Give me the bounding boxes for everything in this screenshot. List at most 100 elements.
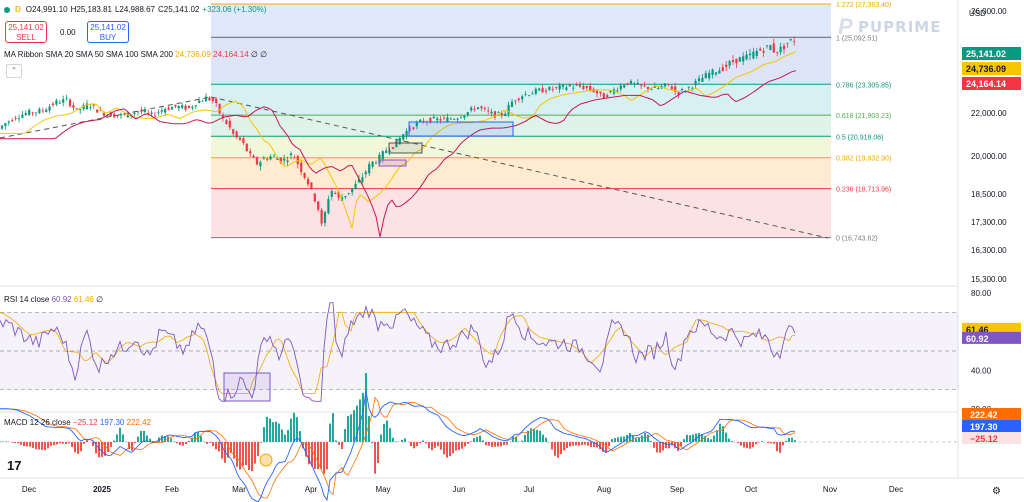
macd-histogram-bar bbox=[0, 441, 1, 442]
ma-ribbon-legend[interactable]: MA Ribbon SMA 20 SMA 50 SMA 100 SMA 200 … bbox=[4, 50, 267, 59]
macd-histogram-bar bbox=[488, 442, 490, 446]
macd-histogram-bar bbox=[524, 434, 526, 442]
rsi-signal-tag bbox=[962, 322, 1021, 335]
candle-body bbox=[38, 109, 41, 114]
macd-histogram-bar bbox=[749, 442, 751, 449]
buy-button[interactable]: 25,141.02 BUY bbox=[87, 21, 129, 43]
macd-histogram-bar bbox=[77, 442, 79, 454]
candle-body bbox=[368, 163, 371, 174]
macd-line-value: 197.30 bbox=[99, 418, 125, 427]
candle-body bbox=[48, 106, 51, 111]
macd-histogram-bar bbox=[221, 442, 223, 459]
candle-body bbox=[181, 105, 184, 108]
collapse-legend-icon[interactable]: ⌃ bbox=[6, 64, 22, 78]
candle-body bbox=[269, 156, 272, 160]
macd-histogram-bar bbox=[464, 442, 466, 447]
rsi-value-tag-text: 60.92 bbox=[966, 334, 989, 344]
currency-label[interactable]: USD bbox=[969, 9, 986, 18]
candle-body bbox=[99, 109, 102, 111]
candle-body bbox=[293, 157, 296, 159]
candle-body bbox=[395, 140, 398, 148]
macd-histogram-bar bbox=[449, 442, 451, 457]
candle-body bbox=[204, 96, 208, 102]
candle-body bbox=[507, 104, 510, 115]
candle-body bbox=[259, 162, 262, 167]
macd-histogram-bar bbox=[179, 442, 181, 445]
price-label-text: 25,141.02 bbox=[966, 49, 1006, 59]
macd-histogram-bar bbox=[530, 428, 532, 442]
candle-body bbox=[262, 158, 265, 160]
macd-histogram-bar bbox=[185, 442, 187, 445]
candle-body bbox=[765, 45, 769, 47]
macd-highlight-circle bbox=[259, 453, 273, 467]
macd-histogram-bar bbox=[701, 434, 703, 442]
candle-body bbox=[0, 125, 4, 129]
macd-histogram-bar bbox=[32, 442, 34, 448]
candle-body bbox=[657, 87, 660, 89]
timeframe-badge[interactable]: D bbox=[15, 5, 21, 14]
macd-histogram-bar bbox=[311, 442, 313, 467]
price-axis-tick: 22,000.00 bbox=[971, 109, 1007, 118]
macd-histogram-bar bbox=[761, 441, 763, 442]
candle-body bbox=[551, 89, 554, 90]
candle-body bbox=[28, 109, 31, 116]
macd-histogram-bar bbox=[725, 432, 727, 442]
macd-histogram-bar bbox=[383, 423, 385, 442]
candle-body bbox=[650, 88, 653, 90]
candle-body bbox=[313, 193, 316, 202]
macd-histogram-bar bbox=[206, 442, 208, 444]
macd-histogram-bar bbox=[146, 435, 148, 442]
macd-histogram-bar bbox=[338, 442, 340, 445]
candle-body bbox=[483, 107, 486, 109]
ma-ribbon-value-3: ∅ bbox=[250, 50, 258, 59]
candle-body bbox=[419, 119, 422, 122]
sell-button[interactable]: 25,141.02 SELL bbox=[5, 21, 47, 43]
macd-histogram-bar bbox=[443, 442, 445, 455]
candle-body bbox=[772, 43, 775, 53]
macd-histogram-bar bbox=[485, 442, 487, 446]
candle-body bbox=[31, 112, 34, 114]
candle-body bbox=[500, 113, 503, 115]
candle-body bbox=[429, 118, 432, 123]
macd-value-tag-text: −25.12 bbox=[970, 434, 998, 444]
macd-histogram-bar bbox=[710, 439, 712, 442]
macd-histogram-bar bbox=[455, 442, 457, 451]
candle-body bbox=[606, 95, 609, 98]
candle-body bbox=[323, 212, 327, 223]
macd-legend[interactable]: MACD 12 26 close −25.12 197.30 222.42 bbox=[4, 418, 151, 427]
macd-histogram-bar bbox=[236, 442, 238, 467]
macd-histogram-bar bbox=[746, 442, 748, 449]
macd-histogram-bar bbox=[35, 442, 37, 450]
candle-body bbox=[164, 109, 167, 113]
candle-body bbox=[619, 85, 622, 90]
candle-body bbox=[109, 112, 112, 117]
candle-body bbox=[674, 86, 677, 92]
rsi-legend[interactable]: RSI 14 close 60.92 61.46 ∅ bbox=[4, 295, 103, 304]
candle-body bbox=[640, 84, 643, 86]
candle-body bbox=[174, 104, 177, 107]
candle-body bbox=[548, 86, 551, 91]
candle-body bbox=[232, 129, 235, 134]
candle-body bbox=[466, 112, 469, 115]
candle-body bbox=[136, 111, 140, 113]
macd-histogram-bar bbox=[341, 442, 343, 450]
ma-ribbon-value-2: 24,164.14 bbox=[213, 50, 249, 59]
candle-body bbox=[714, 72, 718, 75]
candle-body bbox=[646, 86, 650, 90]
time-axis-tick: 2025 bbox=[93, 485, 111, 494]
macd-histogram-bar bbox=[71, 442, 73, 447]
macd-histogram-bar bbox=[395, 441, 397, 442]
macd-histogram-bar bbox=[140, 430, 142, 442]
candle-body bbox=[187, 105, 191, 108]
macd-histogram-bar bbox=[572, 442, 574, 446]
macd-value-tag-text: 222.42 bbox=[970, 410, 998, 420]
macd-histogram-bar bbox=[209, 442, 211, 443]
macd-histogram-bar bbox=[716, 430, 718, 442]
macd-histogram-bar bbox=[665, 442, 667, 449]
candle-body bbox=[249, 151, 252, 154]
candle-body bbox=[626, 83, 629, 85]
candle-body bbox=[782, 45, 786, 50]
macd-histogram-bar bbox=[215, 442, 217, 450]
candle-body bbox=[85, 103, 89, 110]
